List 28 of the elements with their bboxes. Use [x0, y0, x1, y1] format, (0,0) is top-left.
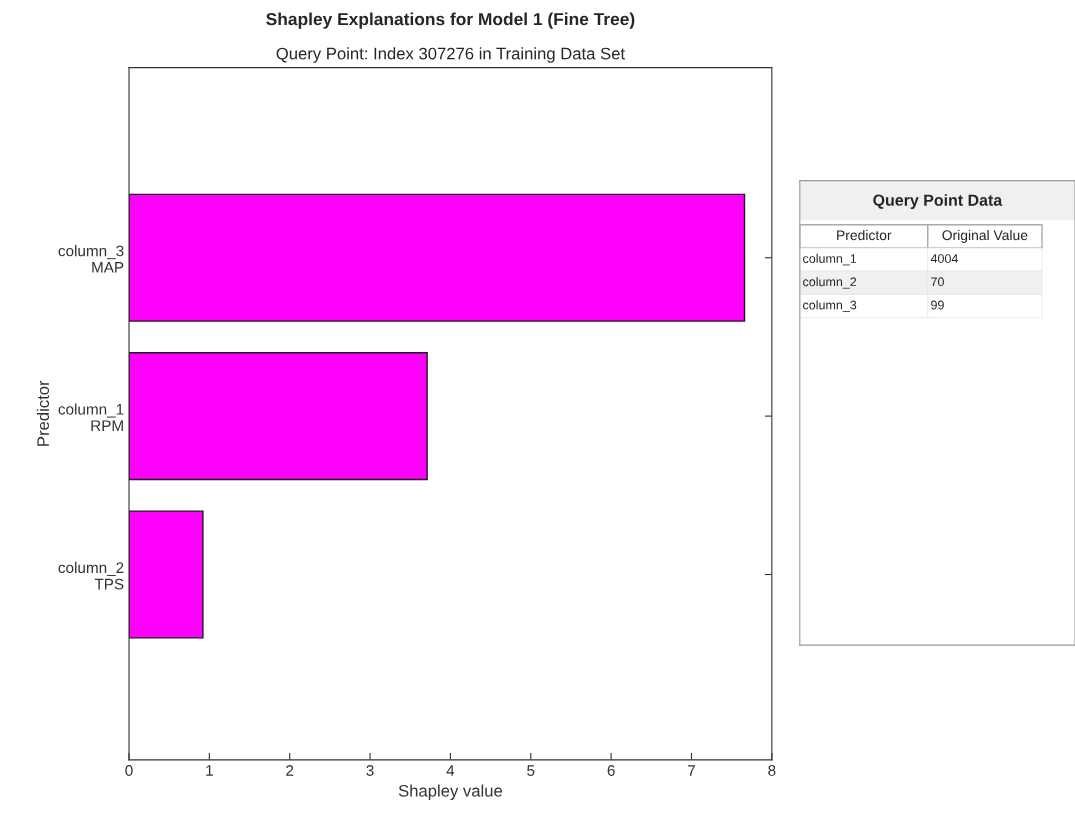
bar [129, 193, 746, 322]
x-tick-label: 5 [527, 765, 535, 776]
text: Query Point Data [873, 194, 1003, 210]
text: 70 [931, 277, 944, 287]
x-tick-label: 2 [286, 765, 294, 776]
x-tick-label: 1 [206, 765, 213, 776]
x-tick-label: 7 [688, 765, 695, 776]
y-tick-label: column_3 MAP [58, 245, 124, 273]
x-tick-label: 8 [768, 765, 776, 776]
chart-subtitle: Query Point: Index 307276 in Training Data Set [276, 47, 625, 63]
chart-title: Shapley Explanations for Model 1 (Fine Tree) [266, 12, 635, 29]
text: column_1 [803, 253, 857, 266]
text: column_3 [803, 300, 857, 312]
text: column_2 [803, 277, 857, 289]
x-axis-title: Shapley value [398, 784, 503, 801]
bar [129, 510, 204, 639]
y-tick-label: column_1 RPM [58, 403, 124, 431]
text: 4004 [930, 254, 958, 263]
text: 99 [931, 300, 944, 310]
y-tick-label: column_2 TPS [58, 561, 124, 590]
x-tick-label: 6 [607, 765, 615, 776]
x-tick-label: 0 [125, 765, 133, 776]
bar [129, 352, 428, 481]
x-tick-label: 3 [366, 765, 374, 776]
x-tick-label: 4 [446, 765, 455, 776]
y-axis-title: Predictor [36, 380, 50, 446]
category-label: Original Value [942, 229, 1028, 243]
category-label: Predictor [837, 229, 892, 241]
